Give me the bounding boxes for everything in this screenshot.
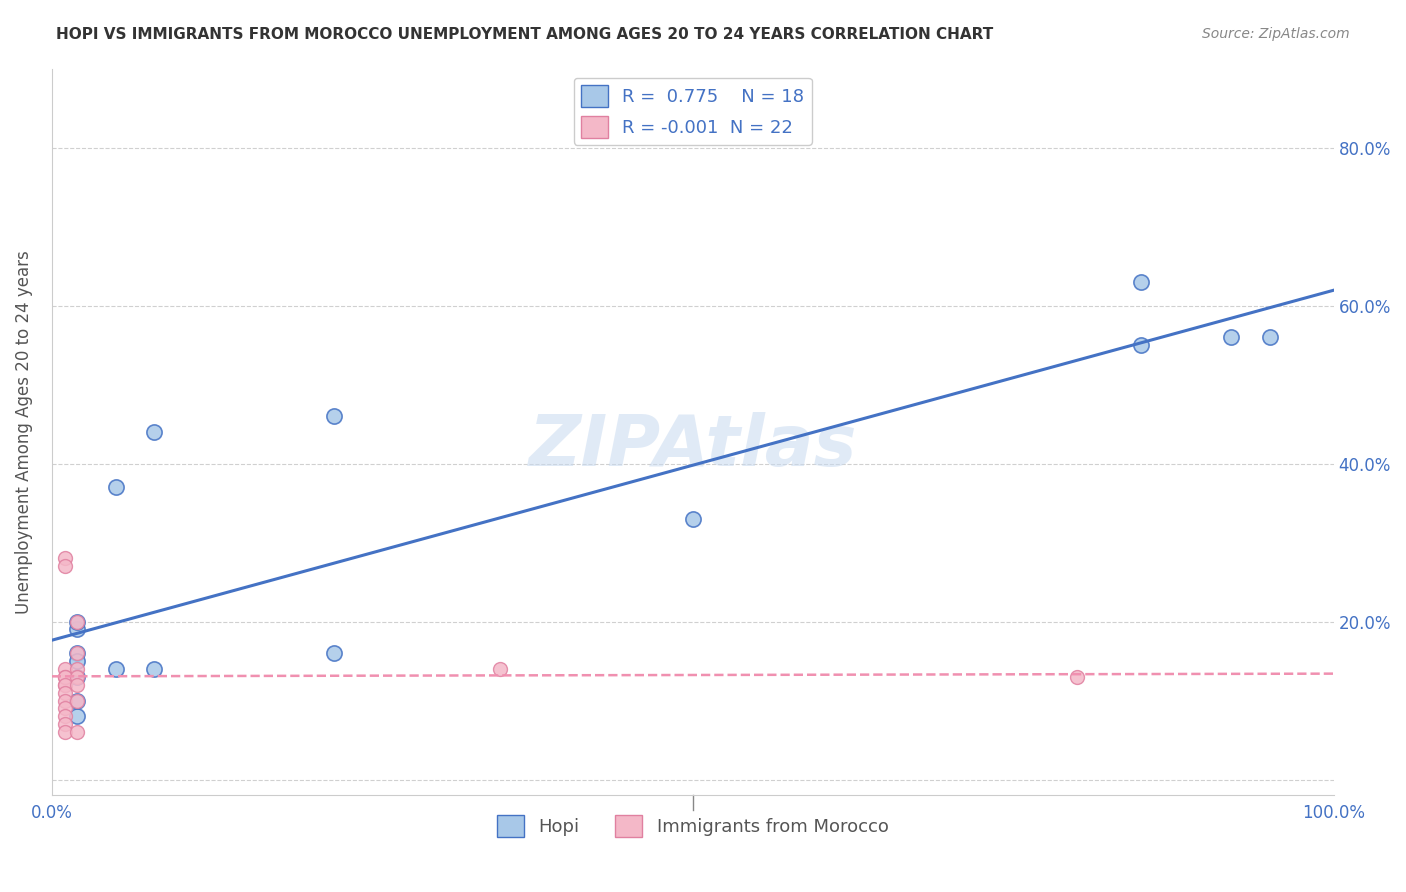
Point [1066,670,1088,684]
Point [1220,330,1243,344]
Point [53,678,76,692]
Point [1130,275,1153,289]
Point [53,670,76,684]
Point [53,725,76,739]
Y-axis label: Unemployment Among Ages 20 to 24 years: Unemployment Among Ages 20 to 24 years [15,250,32,614]
Point [104,662,127,676]
Point [53,693,76,707]
Point [53,559,76,574]
Point [1258,330,1281,344]
Point [66,654,89,668]
Point [66,670,89,684]
Point [53,551,76,566]
Point [53,678,76,692]
Text: Source: ZipAtlas.com: Source: ZipAtlas.com [1202,27,1350,41]
Point [53,686,76,700]
Point [53,701,76,715]
Point [143,425,166,439]
Point [66,646,89,660]
Point [322,646,344,660]
Point [489,662,512,676]
Point [66,662,89,676]
Point [53,670,76,684]
Point [66,725,89,739]
Point [322,409,344,424]
Point [66,615,89,629]
Text: ZIPAtlas: ZIPAtlas [529,412,856,481]
Point [66,670,89,684]
Point [53,709,76,723]
Point [104,480,127,494]
Point [143,662,166,676]
Point [66,693,89,707]
Point [66,646,89,660]
Point [66,623,89,637]
Point [682,512,704,526]
Point [66,693,89,707]
Point [66,709,89,723]
Text: HOPI VS IMMIGRANTS FROM MOROCCO UNEMPLOYMENT AMONG AGES 20 TO 24 YEARS CORRELATI: HOPI VS IMMIGRANTS FROM MOROCCO UNEMPLOY… [56,27,994,42]
Point [53,662,76,676]
Point [66,615,89,629]
Point [1130,338,1153,352]
Legend: Hopi, Immigrants from Morocco: Hopi, Immigrants from Morocco [489,808,896,845]
Point [66,678,89,692]
Point [53,717,76,731]
